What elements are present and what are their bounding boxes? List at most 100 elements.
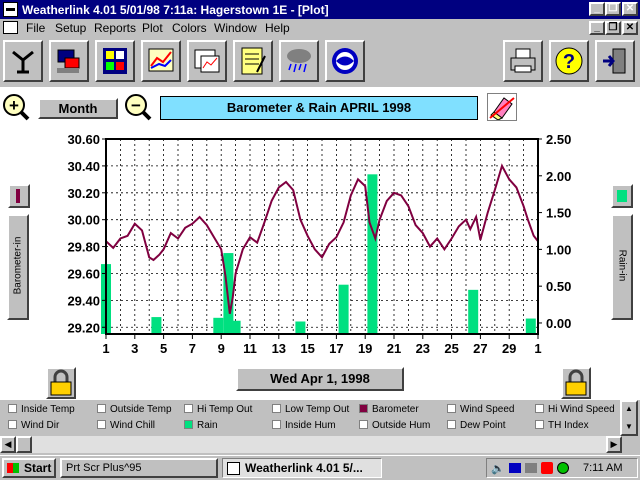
noaa-button[interactable] xyxy=(325,40,365,82)
close-button[interactable]: ✕ xyxy=(622,2,638,16)
x-tick-label: 9 xyxy=(218,341,225,356)
task-weatherlink[interactable]: Weatherlink 4.01 5/... xyxy=(222,458,382,478)
station-button[interactable] xyxy=(3,40,43,82)
legend-item-th-index[interactable]: TH Index xyxy=(535,420,589,431)
start-button[interactable]: Start xyxy=(2,458,56,478)
doc-minimize-button[interactable]: _ xyxy=(589,21,605,35)
left-tick-label: 30.20 xyxy=(67,186,100,201)
legend-checkbox[interactable] xyxy=(447,404,456,413)
zoom-out-button[interactable]: − xyxy=(124,93,152,121)
legend-label: Inside Temp xyxy=(21,404,75,415)
x-tick-label: 3 xyxy=(131,341,138,356)
scheduler-icon[interactable] xyxy=(541,462,553,474)
printer-tray-icon[interactable] xyxy=(525,463,537,473)
legend-item-inside-temp[interactable]: Inside Temp xyxy=(8,404,75,415)
scroll-left-button[interactable]: ◀ xyxy=(0,436,16,453)
legend-checkbox[interactable] xyxy=(184,404,193,413)
legend-item-outside-hum[interactable]: Outside Hum xyxy=(359,420,430,431)
menu-plot[interactable]: Plot xyxy=(142,21,163,35)
legend-checkbox[interactable] xyxy=(8,420,17,429)
title-bar: Weatherlink 4.01 5/01/98 7:11a: Hagersto… xyxy=(0,0,640,19)
horizontal-scrollbar[interactable]: ◀ ▶ xyxy=(0,436,640,453)
left-tick-label: 30.60 xyxy=(67,132,100,147)
graph-button[interactable] xyxy=(141,40,181,82)
legend-label: TH Index xyxy=(548,420,589,431)
menu-colors[interactable]: Colors xyxy=(172,21,207,35)
legend-checkbox[interactable] xyxy=(97,404,106,413)
legend-checkbox[interactable] xyxy=(359,420,368,429)
doc-restore-button[interactable]: ❐ xyxy=(605,21,621,35)
legend-checkbox[interactable] xyxy=(184,420,193,429)
legend-item-low-temp-out[interactable]: Low Temp Out xyxy=(272,404,349,415)
legend-item-dew-point[interactable]: Dew Point xyxy=(447,420,506,431)
rain-bar xyxy=(230,320,241,334)
rain-button[interactable] xyxy=(279,40,319,82)
doc-close-button[interactable]: ✕ xyxy=(622,21,638,35)
printer-icon xyxy=(509,46,537,76)
x-tick-label: 25 xyxy=(444,341,458,356)
legend-item-wind-chill[interactable]: Wind Chill xyxy=(97,420,155,431)
scroll-thumb[interactable] xyxy=(16,436,32,453)
legend-checkbox[interactable] xyxy=(272,420,281,429)
menu-bar: File Setup Reports Plot Colors Window He… xyxy=(0,19,640,37)
period-button[interactable]: Month xyxy=(38,98,118,119)
date-button[interactable]: Wed Apr 1, 1998 xyxy=(236,367,404,391)
right-tick-label: 0.00 xyxy=(546,316,571,331)
legend-item-wind-speed[interactable]: Wind Speed xyxy=(447,404,514,415)
rain-cloud-icon xyxy=(285,46,313,76)
legend-item-outside-temp[interactable]: Outside Temp xyxy=(97,404,172,415)
exit-button[interactable] xyxy=(595,40,635,82)
barometer-axis-button[interactable]: Barometer-in xyxy=(7,214,29,320)
scroll-down-arrow-icon[interactable]: ▼ xyxy=(625,422,633,431)
rain-axis-label: Rain-in xyxy=(616,249,628,282)
legend-checkbox[interactable] xyxy=(535,420,544,429)
legend-checkbox[interactable] xyxy=(447,420,456,429)
summary-button[interactable] xyxy=(95,40,135,82)
legend-label: Rain xyxy=(197,420,218,431)
lock-left-button[interactable] xyxy=(46,367,76,399)
menu-reports[interactable]: Reports xyxy=(94,21,137,35)
legend-checkbox[interactable] xyxy=(535,404,544,413)
zoom-in-button[interactable]: + xyxy=(2,93,30,121)
restore-button[interactable]: ❐ xyxy=(605,2,621,16)
legend-item-hi-wind-speed[interactable]: Hi Wind Speed xyxy=(535,404,615,415)
scroll-up-arrow-icon[interactable]: ▲ xyxy=(625,404,633,413)
lock-right-button[interactable] xyxy=(561,367,591,399)
rain-axis-button[interactable]: Rain-in xyxy=(611,214,633,320)
document-icon[interactable] xyxy=(3,21,18,34)
size-grip[interactable] xyxy=(622,436,640,453)
legend-scrollbar[interactable]: ▲ ▼ xyxy=(620,400,638,436)
zoom-in-symbol: + xyxy=(9,96,19,115)
legend-item-barometer[interactable]: Barometer xyxy=(359,404,419,415)
date-label: Wed Apr 1, 1998 xyxy=(270,371,370,386)
rain-color-button[interactable] xyxy=(611,184,633,208)
legend-item-wind-dir[interactable]: Wind Dir xyxy=(8,420,59,431)
computer-button[interactable] xyxy=(49,40,89,82)
legend-checkbox[interactable] xyxy=(272,404,281,413)
minimize-button[interactable]: _ xyxy=(589,2,605,16)
legend-checkbox[interactable] xyxy=(359,404,368,413)
legend-item-hi-temp-out[interactable]: Hi Temp Out xyxy=(184,404,252,415)
eraser-button[interactable] xyxy=(487,93,517,121)
x-tick-label: 19 xyxy=(358,341,372,356)
scroll-right-button[interactable]: ▶ xyxy=(606,436,622,453)
plot-button[interactable] xyxy=(187,40,227,82)
network-icon[interactable] xyxy=(509,463,521,473)
menu-window[interactable]: Window xyxy=(214,21,257,35)
menu-help[interactable]: Help xyxy=(265,21,290,35)
menu-setup[interactable]: Setup xyxy=(55,21,87,35)
legend-item-rain[interactable]: Rain xyxy=(184,420,218,431)
status-icon[interactable] xyxy=(557,462,569,474)
print-button[interactable] xyxy=(503,40,543,82)
help-button[interactable]: ? xyxy=(549,40,589,82)
task-prtscr[interactable]: Prt Scr Plus^95 xyxy=(60,458,218,478)
legend-checkbox[interactable] xyxy=(97,420,106,429)
app-icon[interactable] xyxy=(3,2,18,17)
notepad-button[interactable] xyxy=(233,40,273,82)
barometer-color-button[interactable] xyxy=(8,184,30,208)
speaker-icon[interactable]: 🔈 xyxy=(491,463,505,475)
legend-checkbox[interactable] xyxy=(8,404,17,413)
x-tick-label: 29 xyxy=(502,341,516,356)
menu-file[interactable]: File xyxy=(26,21,46,35)
legend-item-inside-hum[interactable]: Inside Hum xyxy=(272,420,336,431)
